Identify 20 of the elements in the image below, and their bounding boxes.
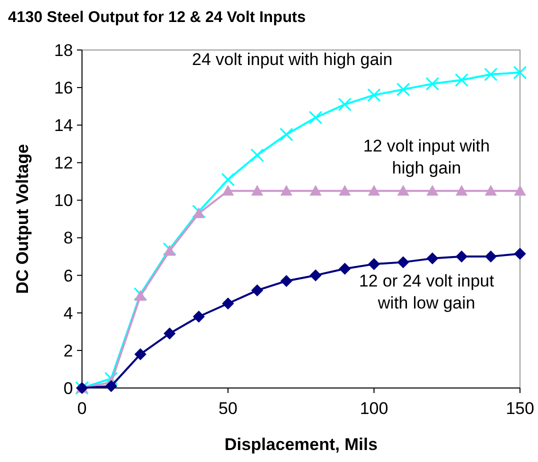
y-tick-label: 12 <box>54 154 73 173</box>
y-tick-label: 0 <box>64 378 73 398</box>
y-tick-label: 18 <box>54 40 73 60</box>
x-axis-title: Displacement, Mils <box>224 435 378 454</box>
y-tick-label: 10 <box>54 191 73 210</box>
y-tick-label: 8 <box>64 228 73 248</box>
y-tick-label: 14 <box>54 116 73 136</box>
x-tick-label: 50 <box>218 399 238 418</box>
x-tick-label: 0 <box>77 399 87 418</box>
series-label: 12 or 24 volt input with low gain <box>358 272 494 313</box>
series-label: 24 volt input with high gain <box>192 50 392 70</box>
y-tick-label: 6 <box>64 266 73 286</box>
chart-title: 4130 Steel Output for 12 & 24 Volt Inputs <box>8 9 306 26</box>
y-tick-label: 4 <box>64 304 73 323</box>
y-tick-label: 2 <box>64 341 73 360</box>
y-axis-title: DC Output Voltage <box>13 144 32 294</box>
y-tick-label: 16 <box>54 78 73 98</box>
x-tick-label: 150 <box>506 399 534 418</box>
x-tick-label: 100 <box>360 399 388 418</box>
series-label: 12 volt input with high gain <box>363 136 490 178</box>
